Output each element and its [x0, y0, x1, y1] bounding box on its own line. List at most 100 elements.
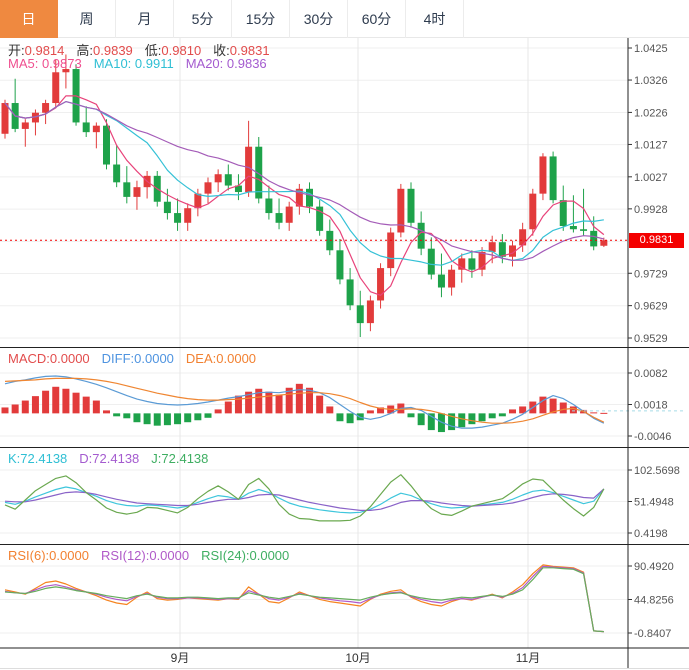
macd-bar [174, 413, 182, 425]
candle-body [600, 240, 608, 246]
y-axis-label: 90.4920 [634, 561, 674, 573]
candle-body [377, 268, 385, 301]
candle-body [336, 250, 344, 280]
macd-bar [427, 413, 435, 431]
y-axis-label: 1.0425 [634, 43, 668, 55]
macd-bar [11, 404, 19, 414]
tab-30min[interactable]: 30分 [290, 0, 348, 38]
macd-bar [245, 391, 253, 414]
candle-body [1, 103, 9, 134]
candle-body [580, 229, 588, 231]
macd-bar [407, 413, 415, 418]
rsi24-line [4, 567, 604, 633]
candle-body [427, 248, 435, 275]
candle-body [488, 242, 496, 252]
macd-bar [569, 406, 577, 414]
candle-body [509, 245, 516, 257]
macd-bar [448, 413, 456, 431]
candle-body [468, 258, 476, 270]
macd-bar [92, 400, 100, 414]
y-axis-label: 1.0326 [634, 75, 668, 87]
macd-bar [113, 413, 121, 417]
macd-bar [600, 412, 608, 414]
macd-bar [234, 395, 242, 414]
candle-body [133, 187, 141, 197]
macd-bar [52, 386, 60, 414]
macd-bar [103, 410, 110, 414]
candle-body [478, 251, 486, 270]
macd-bar [224, 401, 232, 414]
macd-bar [336, 413, 344, 422]
macd-bar [275, 394, 283, 414]
macd-bar [1, 407, 9, 414]
rsi6-line [4, 564, 604, 633]
macd-bar [31, 396, 39, 414]
tab-month[interactable]: 月 [116, 0, 174, 38]
candle-body [214, 174, 222, 183]
candle-body [265, 198, 273, 214]
y-axis-label: 0.0082 [634, 368, 668, 380]
candle-body [245, 146, 253, 193]
macd-bar [82, 396, 90, 414]
macd-bar [143, 413, 151, 425]
macd-bar [62, 388, 70, 414]
macd-bar [316, 395, 324, 414]
macd-bar [306, 387, 313, 414]
candle-body [498, 242, 506, 257]
d-line [4, 488, 605, 511]
candle-body [194, 193, 202, 209]
candle-body [123, 182, 131, 197]
current-price-tag: 0.9831 [629, 232, 684, 248]
rsi12-line [4, 565, 604, 633]
x-axis-label: 9月 [171, 651, 190, 665]
tab-day[interactable]: 日 [0, 0, 58, 38]
y-axis-label: 44.8256 [634, 595, 674, 607]
candle-body [549, 156, 557, 201]
candle-body [285, 206, 293, 223]
macd-bar [468, 413, 476, 425]
timeframe-toolbar: 日周月 5分 15分 30分 60分 4时 [0, 0, 689, 38]
macd-bar [295, 383, 303, 414]
tab-60min[interactable]: 60分 [348, 0, 406, 38]
candle-body [275, 213, 283, 223]
macd-bar [214, 409, 222, 414]
tab-week[interactable]: 周 [58, 0, 116, 38]
macd-bar [42, 390, 50, 414]
candle-body [62, 69, 70, 73]
candle-body [316, 206, 324, 231]
tab-4hour[interactable]: 4时 [406, 0, 464, 38]
y-axis-label: 1.0226 [634, 107, 668, 119]
candle-body [519, 229, 527, 246]
macd-bar [488, 413, 496, 419]
candle-body [397, 188, 405, 233]
macd-bar [519, 406, 527, 414]
candle-body [366, 300, 374, 324]
tab-15min[interactable]: 15分 [232, 0, 290, 38]
y-axis-label: 0.9729 [634, 268, 668, 280]
macd-bar [559, 402, 567, 414]
candle-body [326, 230, 334, 251]
macd-bar [590, 412, 598, 414]
y-axis-label: 0.9529 [634, 333, 668, 345]
y-axis-label: 102.5698 [634, 465, 680, 477]
candle-body [103, 125, 110, 165]
macd-bar [265, 391, 273, 414]
y-axis-label: 0.9629 [634, 301, 668, 313]
candle-body [31, 112, 39, 123]
macd-bar [377, 407, 385, 414]
dea-line [4, 377, 605, 424]
candle-body [448, 269, 456, 288]
candle-body [174, 213, 182, 223]
macd-bar [326, 406, 334, 414]
macd-bar [72, 392, 80, 414]
candle-body [92, 125, 100, 133]
tab-5min[interactable]: 5分 [174, 0, 232, 38]
macd-bar [184, 413, 192, 423]
candle-body [529, 193, 537, 230]
candle-body [387, 232, 395, 269]
y-axis-label: 51.4948 [634, 497, 674, 509]
macd-bar [255, 388, 263, 414]
macd-bar [194, 413, 202, 421]
